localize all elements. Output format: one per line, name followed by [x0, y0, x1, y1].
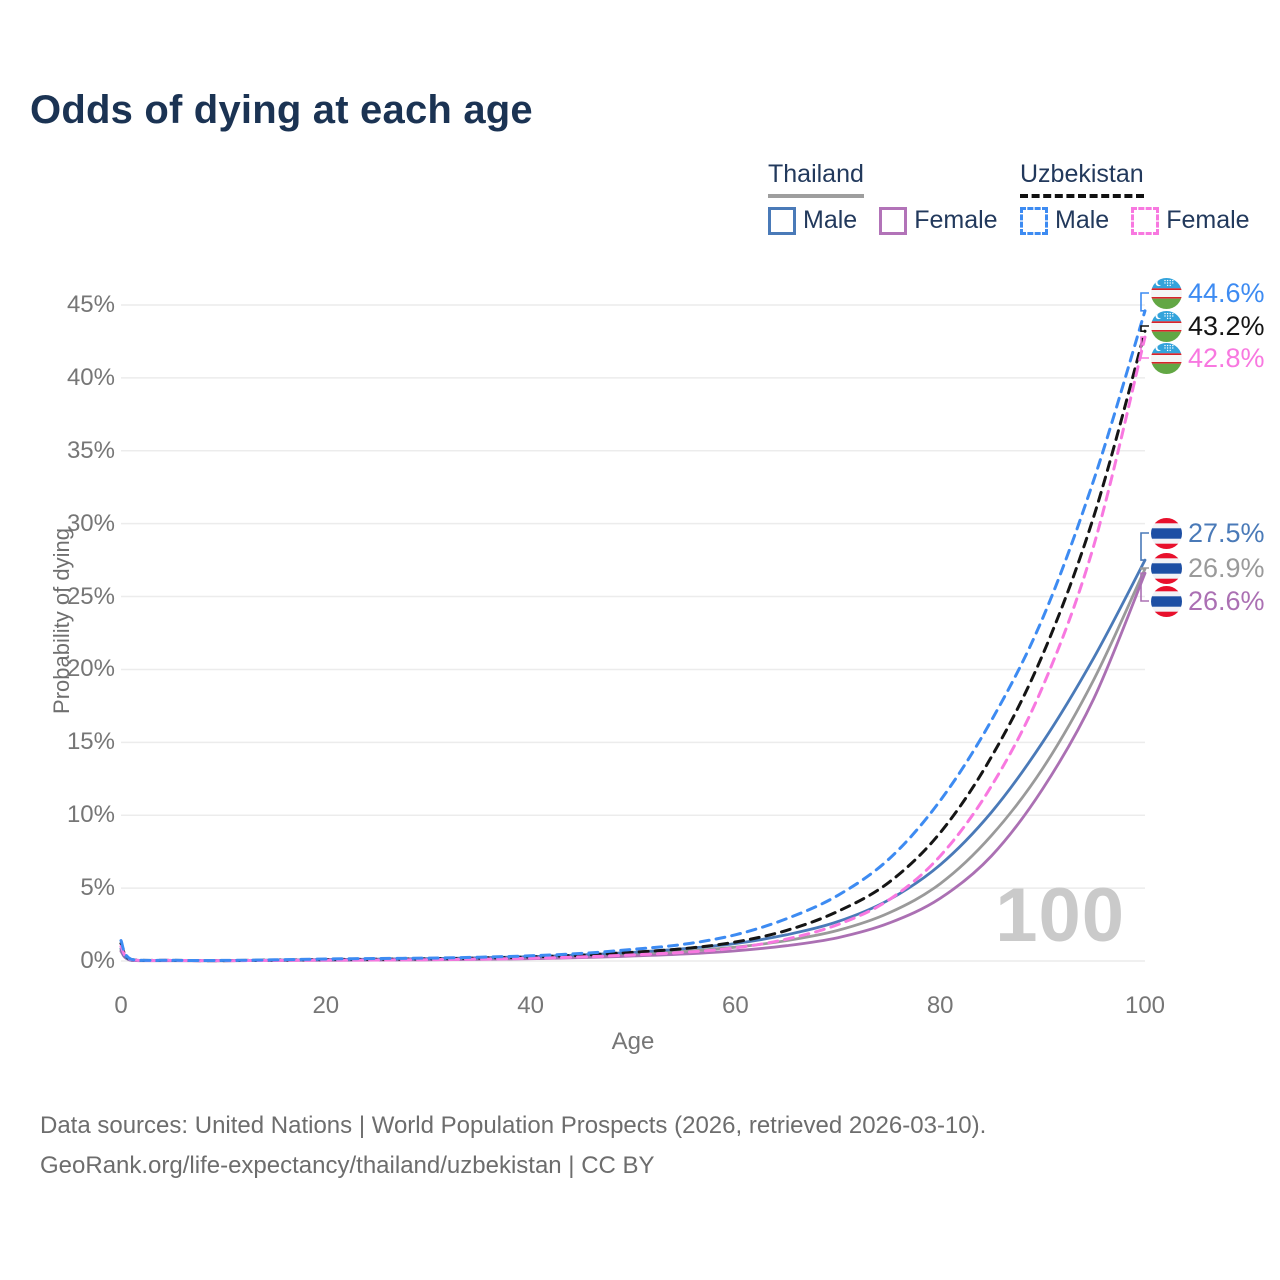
uzbekistan-flag-icon — [1151, 310, 1182, 342]
y-tick-label: 40% — [66, 363, 115, 391]
series-end-label-uzbekistan-female: 42.8% — [1151, 342, 1265, 374]
uzbekistan-flag-icon — [1151, 277, 1182, 309]
x-tick-label: 0 — [114, 992, 128, 1019]
y-tick-label: 45% — [66, 291, 115, 318]
thailand-flag-icon — [1151, 552, 1182, 584]
legend-country-uzbekistan: Uzbekistan — [1020, 160, 1144, 198]
series-end-label-uzbekistan-both: 43.2% — [1151, 310, 1265, 342]
legend-item-label: Female — [1166, 206, 1250, 234]
y-tick-label: 25% — [66, 582, 115, 610]
y-tick-label: 15% — [66, 728, 115, 756]
x-tick-label: 80 — [926, 992, 954, 1019]
x-tick-label: 60 — [722, 992, 749, 1019]
thailand-flag-icon — [1151, 517, 1182, 549]
label-connector — [1140, 572, 1149, 602]
series-end-value: 26.9% — [1188, 552, 1265, 583]
series-end-value: 43.2% — [1188, 310, 1265, 341]
footer-attribution-link: GeoRank.org/life-expectancy/thailand/uzb… — [40, 1152, 655, 1179]
legend-group-thailand: Thailand Male Female — [768, 160, 998, 235]
legend-item-label: Male — [803, 206, 858, 234]
y-tick-label: 10% — [66, 801, 115, 829]
label-connector — [1140, 292, 1149, 312]
y-tick-label: 20% — [66, 655, 115, 683]
series-end-label-uzbekistan-male: 44.6% — [1151, 277, 1265, 309]
x-tick-label: 100 — [1124, 992, 1166, 1019]
thailand-female-swatch-icon — [879, 206, 908, 235]
thailand-male-swatch-icon — [768, 206, 796, 235]
series-end-label-thailand-both: 26.9% — [1151, 552, 1265, 584]
x-axis-title: Age — [611, 1028, 655, 1055]
legend-item-label: Female — [914, 206, 998, 234]
y-axis-title: Probability of dying — [49, 528, 74, 714]
series-end-label-thailand-female: 26.6% — [1151, 585, 1265, 617]
series-end-label-thailand-male: 27.5% — [1151, 517, 1265, 549]
age-hover-watermark: 100 — [995, 873, 1125, 958]
legend-item-label: Male — [1055, 206, 1110, 234]
uzbekistan-female-swatch-icon — [1131, 206, 1160, 235]
series-line-uzbekistan-male[interactable] — [119, 309, 1147, 962]
series-end-value: 26.6% — [1188, 585, 1265, 616]
label-connector — [1140, 567, 1149, 570]
y-tick-label: 30% — [66, 509, 115, 537]
legend-group-uzbekistan: Uzbekistan Male Female — [1020, 160, 1250, 235]
uzbekistan-male-swatch-icon — [1020, 206, 1048, 235]
legend-item-thailand-male[interactable]: Male — [768, 206, 857, 235]
page-title: Odds of dying at each age — [30, 88, 533, 132]
series-end-value: 27.5% — [1188, 517, 1265, 548]
y-tick-label: 35% — [66, 436, 115, 464]
series-end-value: 44.6% — [1188, 277, 1265, 308]
label-connector — [1140, 532, 1149, 561]
y-tick-label: 0% — [80, 947, 115, 974]
x-tick-label: 20 — [312, 992, 340, 1019]
legend-item-thailand-female[interactable]: Female — [879, 206, 998, 235]
uzbekistan-flag-icon — [1151, 342, 1182, 374]
legend-item-uzbekistan-female[interactable]: Female — [1131, 206, 1250, 235]
series-line-uzbekistan-female[interactable] — [119, 335, 1147, 963]
label-connector — [1140, 336, 1149, 359]
legend-country-thailand: Thailand — [768, 160, 864, 198]
label-connector — [1140, 325, 1149, 332]
y-tick-label: 5% — [80, 874, 115, 902]
x-tick-label: 40 — [517, 992, 544, 1019]
thailand-flag-icon — [1151, 585, 1182, 617]
footer-data-sources: Data sources: United Nations | World Pop… — [40, 1112, 987, 1139]
footer: Data sources: United Nations | World Pop… — [40, 1106, 986, 1186]
series-end-value: 42.8% — [1188, 342, 1265, 373]
series-line-uzbekistan-both[interactable] — [119, 329, 1147, 963]
legend-item-uzbekistan-male[interactable]: Male — [1020, 206, 1109, 235]
